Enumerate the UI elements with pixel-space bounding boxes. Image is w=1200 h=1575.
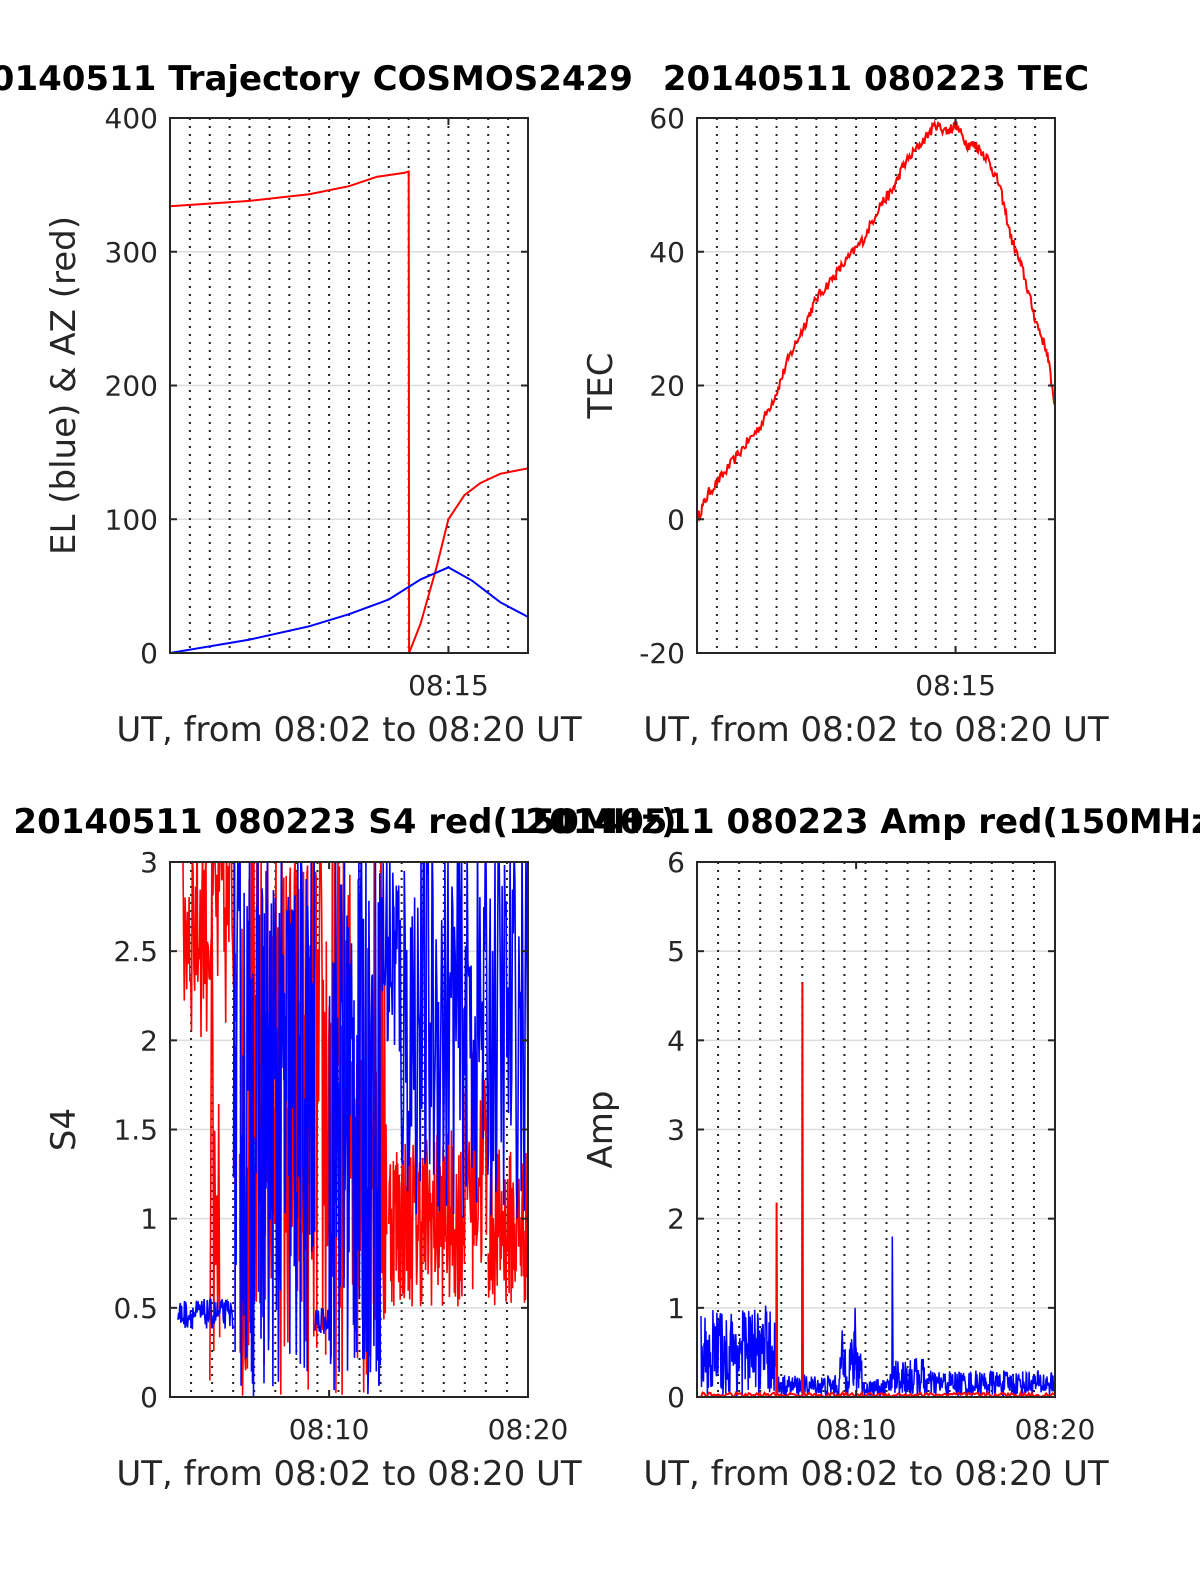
data-layer bbox=[700, 982, 1055, 1397]
panel-amp: 0 1 2 3 4 5 6 08:10 08:20 UT, from 08:02 to 08:20… bbox=[525, 802, 1200, 1494]
y-tick-label: 2 bbox=[140, 1024, 158, 1057]
x-axis-label: UT, from 08:02 to 08:20 UT bbox=[643, 710, 1109, 750]
x-tick-label: 08:20 bbox=[488, 1413, 569, 1446]
y-tick-label: 1 bbox=[140, 1203, 158, 1236]
series-line bbox=[170, 566, 528, 653]
chart-title: 20140511 Trajectory COSMOS2429 bbox=[0, 59, 633, 99]
x-tick-label: 08:10 bbox=[289, 1413, 370, 1446]
y-axis-label: Amp bbox=[581, 1091, 621, 1169]
data-layer bbox=[177, 862, 528, 1397]
series-line bbox=[170, 170, 528, 653]
x-tick-label: 08:15 bbox=[915, 669, 996, 702]
y-tick-label: 2 bbox=[667, 1203, 685, 1236]
y-tick-label: 0.5 bbox=[113, 1292, 158, 1325]
y-tick-label: 200 bbox=[105, 370, 158, 403]
x-tick-label: 08:15 bbox=[408, 669, 489, 702]
y-tick-label: 3 bbox=[667, 1114, 685, 1147]
y-tick-label: 400 bbox=[105, 102, 158, 135]
chart-title: 20140511 080223 TEC bbox=[663, 59, 1089, 99]
y-axis-label: TEC bbox=[581, 353, 621, 420]
series-line bbox=[177, 862, 528, 1397]
series-line bbox=[697, 119, 1055, 524]
y-tick-label: 2.5 bbox=[113, 935, 158, 968]
x-axis-label: UT, from 08:02 to 08:20 UT bbox=[116, 710, 582, 750]
y-tick-label: 0 bbox=[140, 637, 158, 670]
panel-s4: 0 0.5 1 1.5 2 2.5 3 08:10 08:20 UT, from 08:02 to… bbox=[13, 802, 676, 1494]
y-tick-label: 40 bbox=[649, 236, 685, 269]
x-axis-label: UT, from 08:02 to 08:20 UT bbox=[643, 1454, 1109, 1494]
x-axis-label: UT, from 08:02 to 08:20 UT bbox=[116, 1454, 582, 1494]
y-tick-label: -20 bbox=[639, 637, 685, 670]
y-tick-label: 6 bbox=[667, 846, 685, 879]
y-tick-label: 0 bbox=[667, 503, 685, 536]
chart-title: 20140511 080223 S4 red(150MHz) bbox=[13, 802, 676, 842]
y-tick-label: 1 bbox=[667, 1292, 685, 1325]
chart-title: 20140511 080223 Amp red(150MHz) bbox=[525, 802, 1200, 842]
y-tick-label: 60 bbox=[649, 102, 685, 135]
y-tick-label: 100 bbox=[105, 503, 158, 536]
data-layer bbox=[170, 170, 528, 653]
x-tick-label: 08:20 bbox=[1015, 1413, 1096, 1446]
y-axis-label: S4 bbox=[44, 1108, 84, 1151]
y-tick-label: 3 bbox=[140, 846, 158, 879]
series-line bbox=[700, 1236, 1055, 1397]
series-line bbox=[700, 982, 1055, 1397]
x-tick-label: 08:10 bbox=[816, 1413, 897, 1446]
y-tick-label: 5 bbox=[667, 935, 685, 968]
panel-tec: -20 0 20 40 60 08:15 UT, from 08:02 to 08:20 U… bbox=[581, 59, 1109, 750]
y-tick-label: 4 bbox=[667, 1024, 685, 1057]
y-tick-label: 300 bbox=[105, 236, 158, 269]
y-tick-label: 20 bbox=[649, 370, 685, 403]
y-tick-label: 1.5 bbox=[113, 1114, 158, 1147]
panel-trajectory: 0 100 200 300 400 08:15 UT, from 08:02 to 08:2… bbox=[0, 59, 633, 750]
data-layer bbox=[697, 119, 1055, 524]
y-axis-label: EL (blue) & AZ (red) bbox=[44, 216, 84, 555]
y-tick-label: 0 bbox=[140, 1381, 158, 1414]
y-tick-label: 0 bbox=[667, 1381, 685, 1414]
